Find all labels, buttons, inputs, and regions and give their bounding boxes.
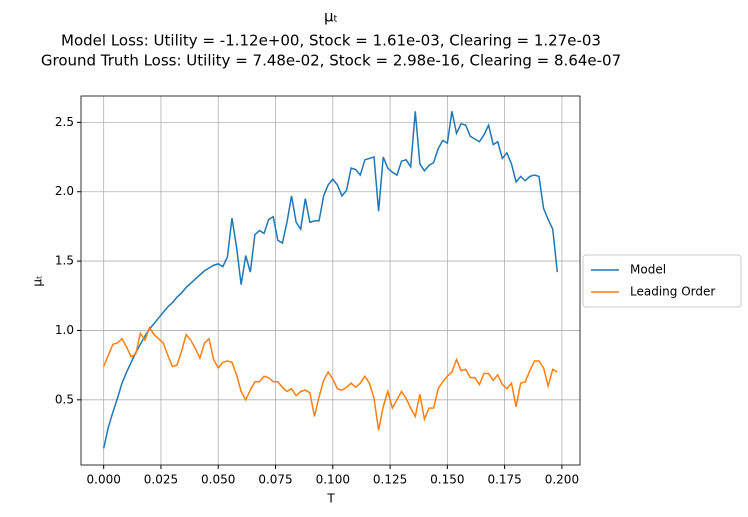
- x-tick-label: 0.150: [430, 473, 464, 487]
- chart-subtitle: Ground Truth Loss: Utility = 7.48e-02, S…: [41, 52, 621, 70]
- x-tick-label: 0.025: [144, 473, 178, 487]
- chart-subtitle: Model Loss: Utility = -1.12e+00, Stock =…: [61, 32, 601, 50]
- y-axis-label: μₜ: [31, 275, 45, 286]
- legend-label: Leading Order: [630, 285, 715, 299]
- x-tick-label: 0.100: [316, 473, 350, 487]
- chart-title: μₜ: [324, 8, 338, 26]
- y-tick-label: 2.5: [55, 115, 74, 129]
- y-tick-label: 2.0: [55, 184, 74, 198]
- x-tick-label: 0.175: [487, 473, 521, 487]
- line: [102, 111, 559, 449]
- x-tick-label: 0.050: [201, 473, 235, 487]
- y-tick-label: 0.5: [55, 392, 74, 406]
- x-tick-label: 0.125: [373, 473, 407, 487]
- x-tick-label: 0.000: [87, 473, 121, 487]
- x-tick-label: 0.075: [258, 473, 292, 487]
- line: [102, 326, 558, 431]
- x-tick-label: 0.200: [545, 473, 579, 487]
- axes-frame: [80, 95, 581, 466]
- x-axis-label: T: [326, 492, 335, 506]
- y-tick-label: 1.0: [55, 323, 74, 337]
- legend-label: Model: [630, 263, 666, 277]
- legend-box: [582, 254, 742, 308]
- y-tick-label: 1.5: [55, 254, 74, 268]
